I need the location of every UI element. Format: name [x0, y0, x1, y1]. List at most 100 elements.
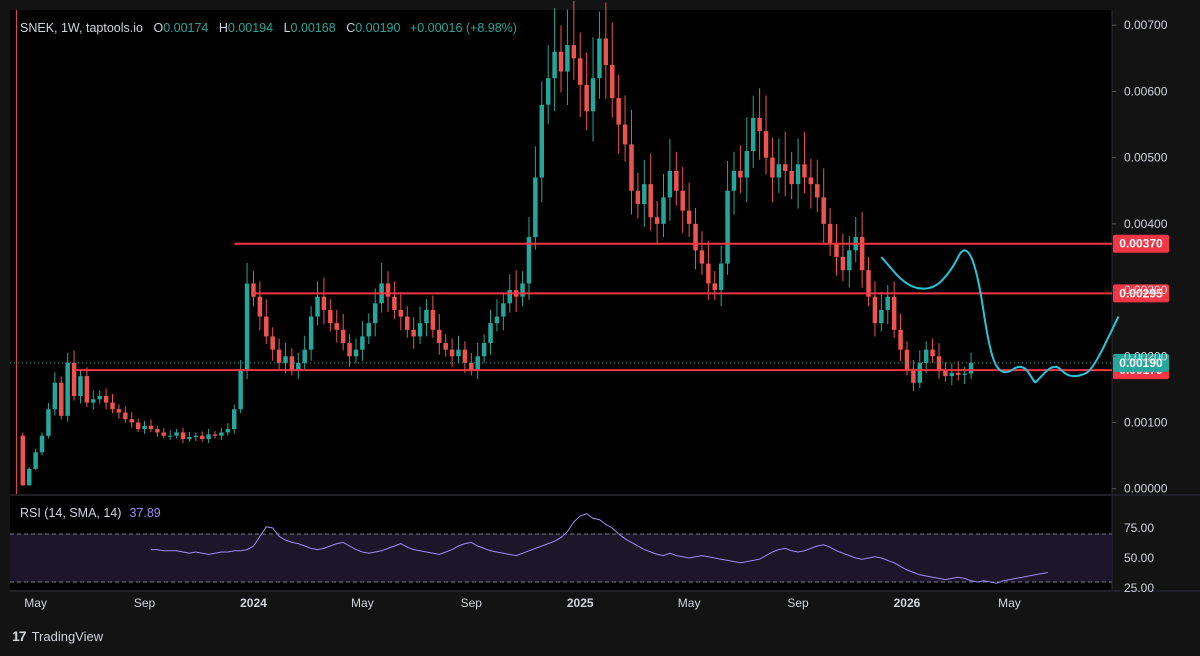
candle-body — [321, 296, 327, 310]
candle-body — [296, 362, 301, 370]
candle-body — [533, 177, 538, 238]
candle-body — [123, 412, 128, 420]
candle-body — [199, 435, 205, 440]
price-tick-label: 0.00400 — [1124, 217, 1168, 231]
candle-body — [193, 435, 199, 438]
candle-body — [911, 369, 916, 383]
candle-body — [520, 283, 525, 297]
candle-body — [180, 432, 186, 440]
low-value: 0.00168 — [290, 21, 336, 35]
time-tick-label: May — [24, 596, 47, 610]
candle-body — [20, 435, 26, 486]
candle-body — [750, 117, 756, 152]
candle-body — [501, 303, 506, 317]
candle-body — [315, 296, 320, 317]
candle-body — [763, 131, 769, 158]
time-axis[interactable]: May Sep 2024 May Sep 2025 May Sep 2026 May — [24, 596, 1021, 610]
level-price-label: 0.00295 — [1119, 286, 1163, 300]
candle-body — [725, 190, 730, 264]
rsi-plot — [10, 513, 1112, 584]
candle-body — [590, 78, 596, 112]
time-tick-label: 2025 — [567, 596, 594, 610]
candle-body — [635, 190, 641, 204]
candle-body — [366, 323, 372, 337]
candle-body — [212, 434, 218, 436]
candle-body — [571, 45, 577, 59]
candle-body — [110, 402, 115, 410]
open-label: O — [153, 21, 164, 35]
candle-body — [821, 197, 826, 224]
candle-body — [603, 38, 609, 65]
time-tick-label: May — [998, 596, 1021, 610]
candle-body — [430, 309, 436, 330]
high-label: H — [218, 21, 228, 35]
candle-body — [142, 425, 147, 430]
candle-body — [206, 434, 211, 440]
candle-body — [488, 323, 493, 344]
drawings[interactable] — [880, 249, 1120, 384]
rsi-band-fill — [10, 534, 1112, 582]
drawing-curve-2[interactable] — [1034, 315, 1120, 384]
candle-body — [78, 376, 83, 396]
candle-body — [712, 283, 718, 291]
price-tick-label: 0.00500 — [1124, 151, 1168, 165]
candle-body — [802, 164, 807, 178]
symbol-line[interactable]: SNEK, 1W, taptools.io — [20, 21, 143, 35]
level-price-label: 0.00370 — [1119, 237, 1163, 251]
close-value: 0.00190 — [355, 21, 401, 35]
rsi-axis[interactable]: 75.00 50.00 25.00 — [1124, 521, 1154, 595]
price-tick-label: 0.00200 — [1124, 349, 1168, 363]
time-tick-label: 2024 — [240, 596, 267, 610]
candle-body — [917, 362, 923, 383]
candle-body — [52, 382, 58, 410]
candle-body — [219, 432, 224, 436]
candle-body — [404, 316, 410, 330]
candle-body — [232, 409, 237, 430]
tradingview-logo-icon[interactable]: 17 — [12, 628, 27, 644]
brand-name[interactable]: TradingView — [31, 628, 104, 644]
candle-body — [424, 309, 429, 324]
candle-body — [411, 329, 416, 337]
footer: 17 TradingView — [12, 628, 103, 644]
drawing-curve-1[interactable] — [880, 249, 1036, 384]
rsi-tick-label: 50.00 — [1124, 551, 1154, 565]
candle-body — [475, 356, 480, 370]
candle-body — [161, 432, 167, 436]
change-value: +0.00016 (+8.98%) — [409, 21, 517, 35]
candle-body — [456, 349, 461, 357]
time-tick-label: Sep — [461, 596, 483, 610]
candle-body — [276, 349, 282, 363]
candle-body — [552, 51, 557, 79]
candle-body — [654, 217, 660, 224]
candle-body — [238, 369, 243, 410]
level-price-tag — [1113, 284, 1169, 303]
candle-body — [462, 349, 468, 363]
candle-body — [302, 349, 307, 363]
candle-body — [699, 250, 705, 264]
candle-body — [757, 117, 762, 132]
time-tick-label: May — [351, 596, 374, 610]
high-value: 0.00194 — [227, 21, 274, 35]
candle-body — [443, 343, 448, 350]
candle-body — [783, 164, 788, 171]
candle-body — [610, 64, 615, 99]
candle-body — [264, 316, 269, 337]
candle-body — [39, 435, 45, 453]
candle-body — [789, 170, 794, 185]
candle-body — [372, 303, 378, 324]
rsi-label[interactable]: RSI (14, SMA, 14) — [20, 506, 122, 520]
grid — [10, 10, 1200, 592]
price-axis[interactable]: 0.007000.006000.005000.004000.003000.002… — [1112, 18, 1168, 496]
price-tick-label: 0.00700 — [1124, 18, 1168, 32]
candle-body — [879, 309, 884, 324]
candle-body — [449, 349, 455, 357]
candle-body — [949, 372, 955, 377]
candle-body — [558, 51, 564, 72]
candle-body — [565, 45, 570, 72]
candle-body — [437, 329, 442, 344]
candle-body — [148, 425, 154, 430]
candle-body — [795, 164, 801, 185]
candle-body — [776, 164, 782, 178]
